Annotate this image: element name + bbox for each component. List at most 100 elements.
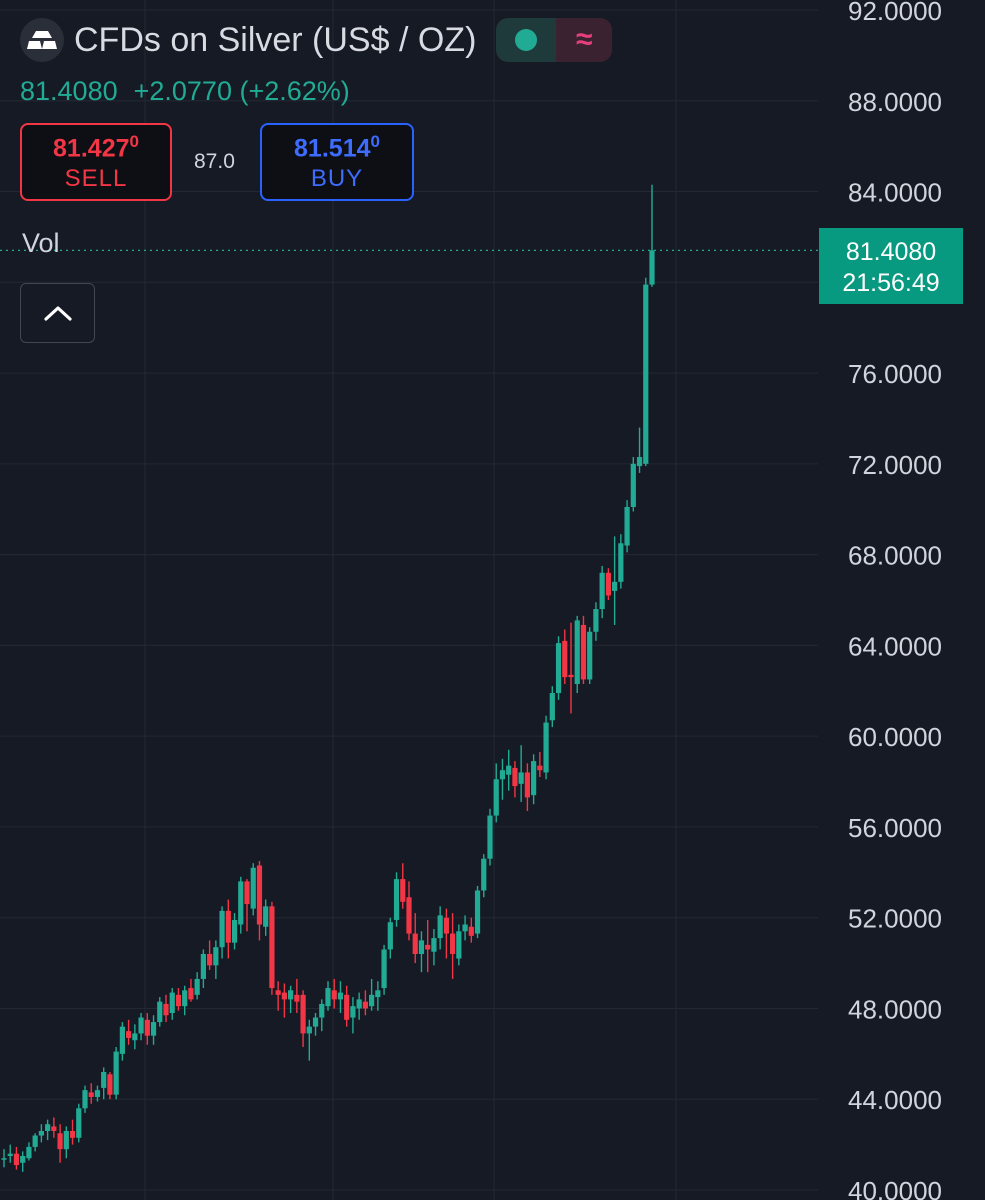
candle-body <box>163 1003 169 1016</box>
candle-body <box>487 815 493 859</box>
candle-body <box>1 1158 7 1160</box>
candle-body <box>306 1026 312 1034</box>
candle-body <box>319 1003 325 1018</box>
candle-body <box>506 765 512 775</box>
candle-body <box>369 994 375 1007</box>
candle-body <box>431 938 437 952</box>
candle-body <box>562 640 568 678</box>
candle-body <box>194 978 200 995</box>
candle-body <box>518 772 524 784</box>
candle-body <box>113 1051 119 1095</box>
candle-body <box>387 922 393 950</box>
candle-body <box>524 772 530 798</box>
y-tick-label: 68.0000 <box>848 541 942 571</box>
collapse-indicators-button[interactable] <box>20 283 95 343</box>
candle-body <box>213 947 219 966</box>
sell-button[interactable]: 81.4270 SELL <box>20 123 172 201</box>
candle-body <box>493 779 499 816</box>
silver-bars-icon <box>20 18 64 62</box>
candle-body <box>63 1131 69 1150</box>
candle-body <box>568 674 574 678</box>
y-tick-label: 44.0000 <box>848 1085 942 1115</box>
market-status-toggle[interactable]: ≈ <box>496 18 613 62</box>
sell-label: SELL <box>64 165 128 193</box>
candle-body <box>281 992 287 1000</box>
candle-body <box>275 990 281 995</box>
volume-indicator-label[interactable]: Vol <box>22 228 60 258</box>
candle-body <box>7 1153 13 1156</box>
candle-body <box>512 767 518 787</box>
candle-body <box>443 917 449 934</box>
candle-body <box>157 1001 163 1023</box>
status-dot-icon <box>515 29 538 51</box>
candle-body <box>587 631 593 680</box>
y-tick-label: 92.0000 <box>848 0 942 26</box>
last-price-label-time: 21:56:49 <box>842 269 940 297</box>
y-tick-label: 60.0000 <box>848 722 942 752</box>
candle-body <box>107 1074 113 1095</box>
candle-body <box>649 250 655 285</box>
candle-body <box>219 910 225 948</box>
candle-body <box>169 992 175 1013</box>
candle-body <box>144 1019 150 1036</box>
candle-body <box>263 906 269 927</box>
candle-body <box>481 858 487 891</box>
y-tick-label: 72.0000 <box>848 450 942 480</box>
candle-body <box>288 990 294 1000</box>
candle-body <box>580 624 587 680</box>
candle-body <box>76 1108 82 1138</box>
candle-body <box>605 572 611 596</box>
candle-body <box>531 761 537 796</box>
candle-body <box>406 897 412 934</box>
candle-body <box>294 994 300 1002</box>
candle-body <box>269 906 275 989</box>
candle-body <box>643 284 649 464</box>
spread-value: 87.0 <box>194 150 235 173</box>
candle-body <box>150 1022 157 1036</box>
candle-body <box>312 1017 319 1027</box>
market-open-indicator[interactable] <box>496 18 557 62</box>
candle-body <box>256 865 263 925</box>
candle-body <box>94 1090 101 1097</box>
candle-body <box>32 1135 38 1147</box>
candle-body <box>325 988 331 1007</box>
candle-body <box>57 1133 63 1150</box>
last-price-label: 81.4080 21:56:49 <box>819 228 963 304</box>
candle-body <box>138 1017 144 1034</box>
y-tick-label: 84.0000 <box>848 178 942 208</box>
candle-body <box>344 994 350 1020</box>
symbol-title[interactable]: CFDs on Silver (US$ / OZ) <box>74 20 477 59</box>
candle-body <box>231 919 238 943</box>
candle-body <box>82 1090 88 1109</box>
candle-body <box>543 722 549 773</box>
candle-body <box>618 543 624 582</box>
candle-body <box>412 933 418 954</box>
y-tick-label: 52.0000 <box>848 904 942 934</box>
candle-body <box>499 770 506 780</box>
candle-body <box>418 940 425 954</box>
y-tick-label: 76.0000 <box>848 359 942 389</box>
candle-body <box>574 620 580 684</box>
y-tick-label: 64.0000 <box>848 631 942 661</box>
buy-label: BUY <box>310 165 364 193</box>
candle-body <box>537 765 543 771</box>
candle-body <box>200 954 206 979</box>
candle-body <box>636 457 643 467</box>
candle-body <box>350 1006 356 1018</box>
candle-body <box>630 463 636 507</box>
candle-body <box>456 931 462 959</box>
candle-body <box>126 1031 132 1038</box>
candle-body <box>13 1153 20 1166</box>
candle-body <box>593 609 599 632</box>
chevron-up-icon <box>43 306 72 321</box>
price-change: +2.0770 (+2.62%) <box>133 76 350 106</box>
buy-button[interactable]: 81.5140 BUY <box>260 123 414 201</box>
candle-body <box>225 910 231 943</box>
candle-body <box>132 1033 138 1041</box>
waves-icon[interactable]: ≈ <box>556 18 613 62</box>
y-tick-label: 40.0000 <box>848 1176 942 1200</box>
symbol-header: CFDs on Silver (US$ / OZ) ≈ <box>20 18 613 62</box>
candle-body <box>119 1026 125 1054</box>
candle-body <box>337 992 344 1000</box>
candle-body <box>381 949 387 989</box>
